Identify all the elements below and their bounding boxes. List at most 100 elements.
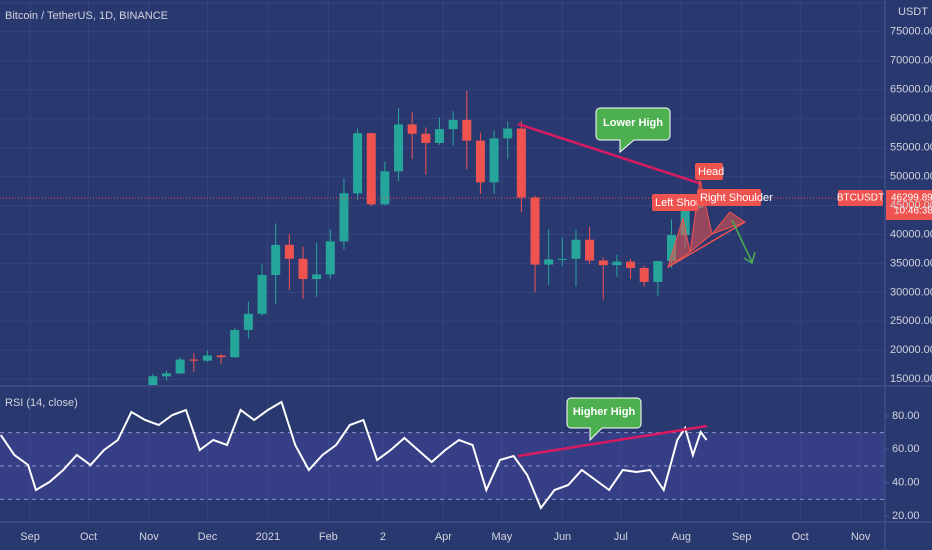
- annotation: Left Shou: [655, 197, 702, 209]
- price-label-bg: [886, 190, 932, 221]
- y-tick-label: 55000.00: [890, 142, 932, 154]
- candle-body: [162, 373, 172, 377]
- label-bg: [695, 163, 723, 180]
- candle-body: [366, 133, 376, 205]
- candle-body: [585, 239, 595, 261]
- symbol-label: BTCUSDT: [837, 193, 884, 204]
- candle-body: [489, 138, 499, 183]
- chart-title: Bitcoin / TetherUS, 1D, BINANCE: [5, 10, 168, 22]
- candle-body: [243, 313, 253, 330]
- y-tick-label: 20.00: [892, 510, 920, 522]
- candle-body: [557, 258, 567, 260]
- annotation: Higher High: [573, 406, 636, 418]
- unit-bg: [886, 0, 932, 20]
- x-tick-label: Jun: [553, 531, 571, 543]
- candle-body: [216, 355, 226, 358]
- x-tick-label: Apr: [435, 531, 452, 543]
- price-label: 46299.89: [891, 193, 932, 204]
- x-tick-label: Sep: [732, 531, 752, 543]
- y-tick-label: 25000.00: [890, 315, 932, 327]
- annotation: Head: [698, 166, 724, 178]
- x-tick-label: 2021: [256, 531, 280, 543]
- candle-body: [394, 124, 404, 172]
- y-tick-label: 35000.00: [890, 257, 932, 269]
- candle-body: [148, 376, 158, 385]
- x-tick-label: May: [491, 531, 512, 543]
- candle-body: [639, 268, 649, 282]
- y-tick-label: 40.00: [892, 477, 920, 489]
- candle-body: [189, 359, 199, 361]
- candle-body: [284, 244, 294, 259]
- left-shoulder-shape: [667, 217, 691, 269]
- x-tick-label: Feb: [319, 531, 338, 543]
- candle-body: [353, 133, 363, 194]
- countdown-label: 10:46:38: [894, 206, 932, 217]
- candle-body: [421, 133, 431, 143]
- candle-body: [257, 275, 267, 314]
- candle-body: [325, 241, 335, 275]
- x-tick-label: Aug: [671, 531, 691, 543]
- y-tick-label: 30000.00: [890, 286, 932, 298]
- rsi-title: RSI (14, close): [5, 397, 78, 409]
- projection-arrow: [731, 219, 753, 263]
- candle-body: [626, 261, 636, 269]
- x-tick-label: 2: [380, 531, 386, 543]
- candle-body: [298, 258, 308, 280]
- candle-body: [380, 171, 390, 205]
- label-bg: [697, 189, 761, 206]
- candle-body: [202, 355, 212, 361]
- candle-body: [516, 128, 526, 198]
- higher-high-line: [517, 424, 708, 458]
- candle-body: [667, 235, 677, 262]
- candle-body: [462, 119, 472, 141]
- callout: [566, 397, 642, 442]
- y-tick-label: 45000.00: [890, 199, 932, 211]
- candle-body: [475, 140, 485, 183]
- neckline: [667, 221, 746, 268]
- y-tick-label: 80.00: [892, 410, 920, 422]
- annotation: Right Shoulder: [700, 192, 773, 204]
- candle-body: [571, 239, 581, 259]
- axis-unit: USDT: [898, 6, 928, 18]
- label-bg: [652, 194, 698, 211]
- head-shape: [689, 179, 713, 254]
- y-tick-label: 75000.00: [890, 26, 932, 38]
- x-tick-label: Nov: [139, 531, 159, 543]
- y-tick-label: 65000.00: [890, 84, 932, 96]
- y-tick-label: 60000.00: [890, 113, 932, 125]
- candle-body: [230, 330, 240, 358]
- y-tick-label: 15000.00: [890, 373, 932, 385]
- candle-body: [448, 119, 458, 130]
- x-tick-label: Sep: [20, 531, 40, 543]
- annotation: Lower High: [603, 117, 663, 129]
- symbol-label-bg: [838, 190, 883, 207]
- candle-body: [503, 128, 513, 139]
- candle-body: [653, 261, 663, 282]
- y-tick-label: 40000.00: [890, 228, 932, 240]
- candle-body: [339, 193, 349, 242]
- candle-body: [434, 129, 444, 143]
- y-tick-label: 20000.00: [890, 344, 932, 356]
- right-shoulder-shape: [710, 211, 747, 236]
- x-tick-label: Dec: [198, 531, 218, 543]
- candle-body: [530, 197, 540, 265]
- x-tick-label: Oct: [792, 531, 809, 543]
- candle-body: [680, 207, 690, 236]
- x-tick-label: Oct: [80, 531, 97, 543]
- candle-body: [312, 274, 322, 280]
- x-tick-label: Jul: [614, 531, 628, 543]
- x-tick-label: Nov: [851, 531, 871, 543]
- candle-body: [407, 124, 417, 134]
- projection-arrow-head: [743, 251, 756, 265]
- y-tick-label: 50000.00: [890, 170, 932, 182]
- candle-body: [175, 359, 185, 374]
- candle-body: [271, 244, 281, 275]
- y-tick-label: 60.00: [892, 443, 920, 455]
- candle-body: [598, 260, 608, 266]
- candle-body: [544, 259, 554, 265]
- y-tick-label: 70000.00: [890, 55, 932, 67]
- rsi-line: [0, 400, 708, 510]
- lower-high-line: [517, 122, 703, 186]
